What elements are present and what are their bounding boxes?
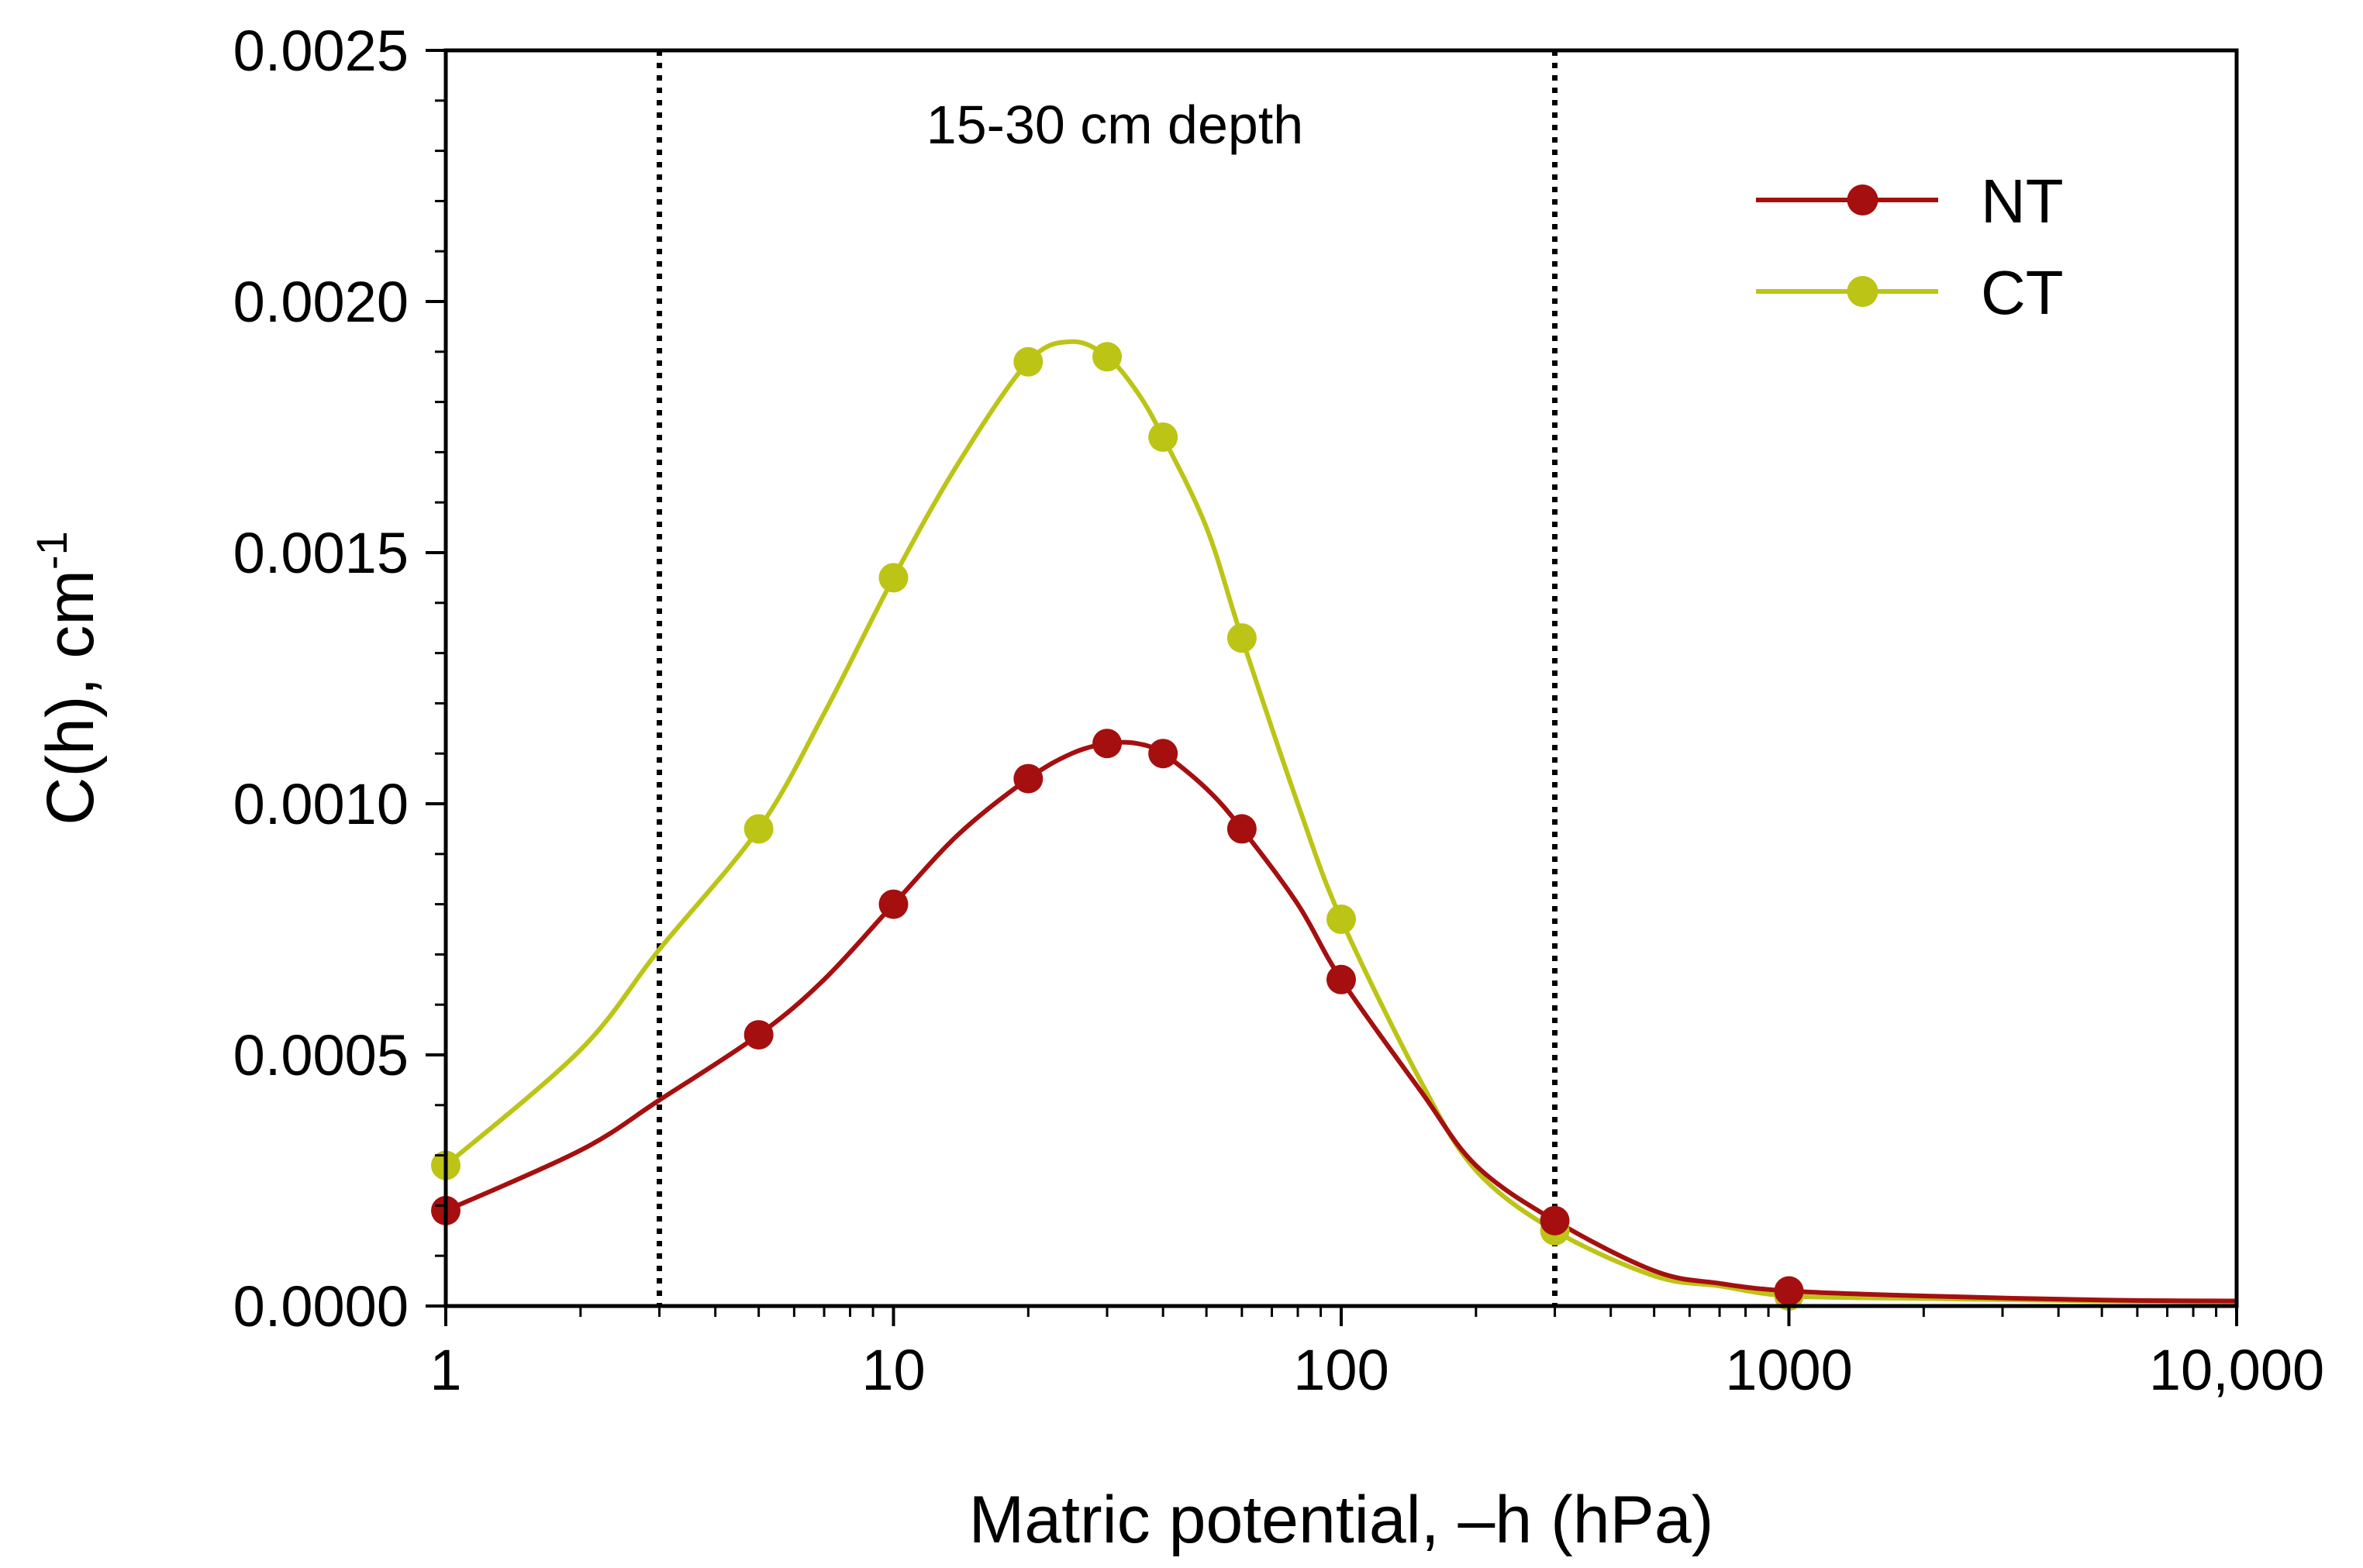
y-tick-label: 0.0015 [233,521,409,585]
x-tick-label: 1000 [1725,1338,1853,1402]
legend: NT CT [1756,167,2064,327]
series-line-nt [444,739,2237,1304]
x-axis-title: Matric potential, –h (hPa) [969,1483,1714,1557]
data-point-nt [1326,964,1356,994]
x-tick-label: 100 [1293,1338,1388,1402]
x-tick-label: 10 [861,1338,925,1402]
data-point-nt [878,889,909,919]
data-point-ct [1226,623,1257,653]
axis-ticks [426,49,2238,1326]
data-point-nt [1226,814,1257,844]
legend-label-ct: CT [1981,258,2064,327]
y-tick-label: 0.0000 [233,1274,409,1339]
y-axis-title-text: C(h), cm [33,570,108,825]
y-tick-label: 0.0010 [233,772,409,836]
depth-annotation: 15-30 cm depth [926,95,1303,155]
data-point-ct [1092,342,1123,372]
y-tick-label: 0.0005 [233,1023,409,1087]
data-point-ct [1148,422,1178,452]
data-point-nt [1013,763,1044,794]
y-tick-label: 0.0025 [233,19,409,83]
data-point-ct [1326,905,1356,935]
data-point-nt [1148,739,1178,769]
data-point-nt [1092,729,1123,759]
reference-lines [657,50,1558,1306]
y-axis-title-superscript: -1 [27,531,76,570]
y-tick-label: 0.0020 [233,270,409,334]
data-point-ct [743,814,774,844]
data-point-nt [1774,1276,1804,1306]
axis-tick-labels: 1 10 100 1000 10,000 0.0000 0.0005 0.0010 0.0015… [233,19,2325,1402]
legend-marker-ct [1847,276,1878,307]
x-tick-label: 1 [429,1338,461,1402]
series-markers [431,342,1804,1311]
data-point-ct [1013,346,1044,377]
data-point-ct [878,563,909,593]
legend-label-nt: NT [1981,167,2064,236]
plot-frame [443,48,2239,1308]
series-curves [444,339,2237,1304]
x-tick-label: 10,000 [2149,1338,2324,1402]
y-axis-title: C(h), cm-1 [27,531,108,825]
data-point-nt [1540,1205,1570,1235]
legend-marker-nt [1847,184,1878,215]
data-point-nt [743,1020,774,1050]
series-line-ct [444,339,2237,1304]
